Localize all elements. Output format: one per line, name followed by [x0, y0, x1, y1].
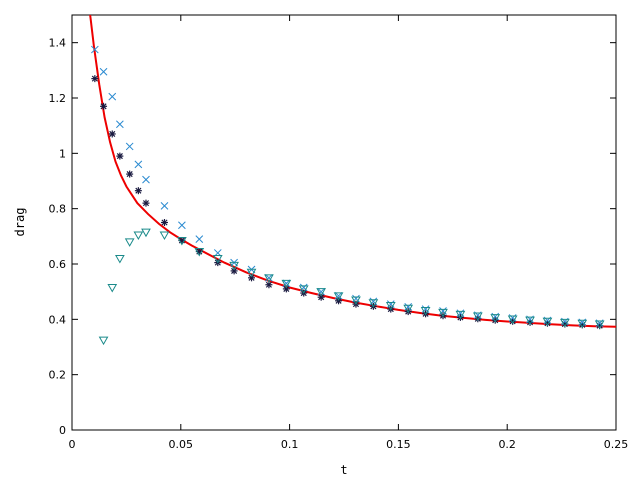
series-asterisk [91, 75, 604, 330]
plot-frame [71, 14, 617, 431]
data-point-triangle [351, 296, 361, 305]
data-point-asterisk [160, 219, 168, 226]
data-point-x [299, 283, 308, 292]
data-point-triangle [281, 279, 292, 289]
data-point-triangle [403, 304, 414, 314]
data-point-x [195, 235, 204, 243]
data-point-x [369, 297, 378, 306]
data-point-x [90, 45, 99, 54]
y-tick-label: 1.4 [49, 37, 67, 50]
x-tick-label: 0 [69, 438, 76, 451]
data-point-triangle [368, 299, 379, 308]
data-point-triangle [455, 310, 466, 320]
x-tick-label: 0.15 [386, 438, 411, 451]
data-point-triangle [577, 319, 588, 329]
axis-ticks: 0 0.05 0.1 0.15 0.2 0.25 0 0.2 0.4 0.6 0.8 1 1.2 1.4 [49, 15, 629, 451]
data-point-triangle [194, 248, 205, 257]
fit-curve [89, 15, 616, 328]
data-point-x [160, 202, 169, 210]
series-triangle-down [98, 228, 605, 346]
data-point-x [421, 305, 430, 313]
data-point-asterisk [100, 102, 108, 110]
data-point-x [108, 92, 117, 101]
data-point-x [116, 120, 124, 129]
data-point-x [439, 307, 447, 315]
x-tick-label: 0.05 [169, 438, 194, 451]
data-point-triangle [177, 236, 187, 246]
data-point-asterisk [91, 75, 99, 83]
y-axis-label: drag [13, 208, 27, 237]
data-point-triangle [107, 284, 118, 293]
data-point-asterisk [230, 267, 238, 275]
data-point-x [386, 300, 395, 308]
series-layer [89, 15, 616, 346]
data-point-x [317, 287, 326, 296]
data-point-triangle [472, 312, 483, 322]
y-tick-label: 0 [59, 424, 66, 437]
data-point-x [125, 142, 134, 151]
data-point-x [352, 294, 360, 303]
data-point-triangle [525, 316, 535, 326]
data-point-x [142, 175, 150, 184]
data-point-triangle [385, 302, 396, 311]
data-point-triangle [490, 314, 501, 323]
y-tick-label: 0.4 [49, 313, 67, 326]
data-point-triangle [594, 320, 605, 330]
x-tick-label: 0.1 [281, 438, 299, 451]
data-point-x [265, 273, 273, 282]
data-point-triangle [264, 274, 274, 283]
y-tick-label: 1.2 [49, 92, 67, 105]
data-point-triangle [316, 288, 327, 297]
data-point-asterisk [116, 152, 124, 160]
series-line [89, 15, 616, 328]
data-point-x [134, 160, 143, 169]
data-point-asterisk [108, 130, 116, 138]
data-point-triangle [141, 228, 151, 238]
data-point-triangle [212, 254, 223, 264]
y-tick-label: 0.8 [49, 203, 67, 216]
data-point-triangle [333, 292, 344, 301]
data-point-triangle [98, 336, 109, 346]
data-point-triangle [159, 231, 170, 240]
y-tick-label: 1 [59, 147, 66, 160]
data-point-triangle [560, 318, 570, 328]
data-point-triangle [246, 268, 257, 278]
data-point-triangle [133, 231, 144, 240]
data-point-triangle [298, 285, 309, 294]
data-point-triangle [507, 315, 518, 325]
data-point-triangle [542, 317, 553, 327]
data-point-triangle [124, 238, 135, 247]
data-point-asterisk [134, 187, 142, 195]
data-point-x [334, 291, 343, 300]
data-point-triangle [115, 254, 125, 264]
data-point-x [282, 279, 291, 288]
data-point-triangle [438, 308, 448, 318]
y-tick-label: 0.2 [49, 369, 67, 382]
data-point-asterisk [126, 170, 134, 178]
data-point-asterisk [142, 199, 150, 207]
x-tick-label: 0.2 [498, 438, 516, 451]
series-x [90, 45, 604, 328]
y-tick-label: 0.6 [49, 258, 67, 271]
data-point-x [99, 67, 108, 76]
data-point-triangle [229, 261, 239, 271]
x-axis-label: t [340, 463, 347, 477]
data-point-x [404, 303, 413, 311]
data-point-x [178, 221, 186, 230]
data-point-triangle [420, 306, 431, 316]
x-tick-label: 0.25 [604, 438, 629, 451]
data-point-asterisk [248, 274, 256, 282]
